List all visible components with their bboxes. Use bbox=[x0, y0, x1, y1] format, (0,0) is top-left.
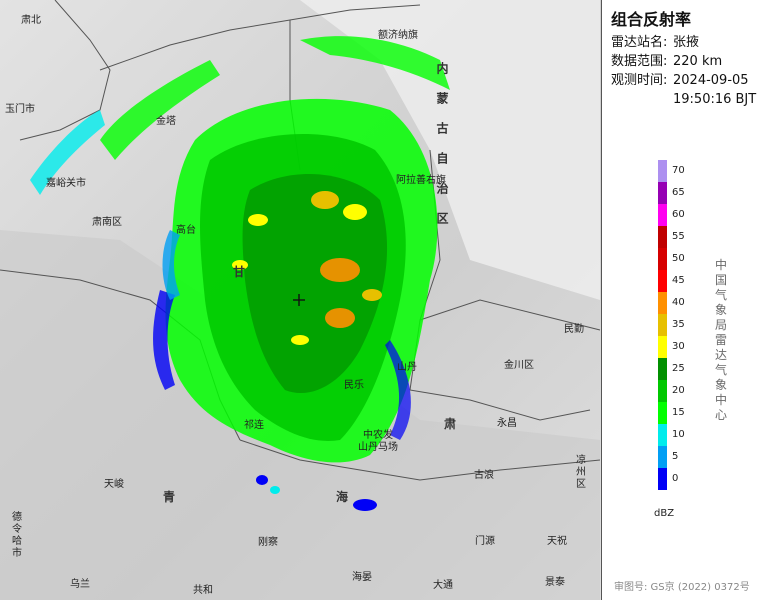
range-row: 数据范围: 220 km bbox=[611, 54, 722, 70]
legend-swatch bbox=[658, 292, 667, 314]
product-title: 组合反射率 bbox=[611, 10, 692, 29]
map-label-gaotai: 高台 bbox=[176, 225, 196, 236]
legend-unit: dBZ bbox=[654, 508, 675, 519]
approval-number: 审图号: GS京 (2022) 0372号 bbox=[614, 582, 750, 593]
legend-swatch bbox=[658, 446, 667, 468]
legend-tick: 50 bbox=[672, 253, 685, 264]
map-label-minle: 民乐 bbox=[344, 380, 364, 391]
legend-tick: 45 bbox=[672, 275, 685, 286]
map-label-gonghe: 共和 bbox=[193, 585, 213, 596]
legend-swatch bbox=[658, 380, 667, 402]
desert-area bbox=[300, 0, 600, 300]
map-label-gangcha: 刚察 bbox=[258, 537, 278, 548]
legend-swatch bbox=[658, 314, 667, 336]
legend-swatch bbox=[658, 182, 667, 204]
map-label-qilian: 祁连 bbox=[244, 420, 264, 431]
map-label-tianzhu: 天祝 bbox=[547, 536, 567, 547]
info-panel: 组合反射率 雷达站名: 张掖 数据范围: 220 km 观测时间: 2024-09-0… bbox=[601, 0, 757, 600]
map-label-delingha: 德令哈市 bbox=[12, 512, 22, 559]
map-label-qing: 青 bbox=[163, 490, 176, 504]
legend-tick: 60 bbox=[672, 209, 685, 220]
map-label-tianjun: 天峻 bbox=[104, 479, 124, 490]
map-label-gan: 甘 bbox=[233, 265, 246, 279]
map-label-hai: 海 bbox=[336, 490, 349, 504]
legend-tick: 5 bbox=[672, 451, 679, 462]
legend-tick: 25 bbox=[672, 363, 685, 374]
station-row: 雷达站名: 张掖 bbox=[611, 35, 699, 51]
map-label-minqin: 民勤 bbox=[564, 324, 584, 335]
map-label-jiayuguan: 嘉峪关市 bbox=[46, 178, 86, 189]
map-label-suzhou: 肃北 bbox=[21, 15, 41, 26]
legend-swatch bbox=[658, 468, 667, 490]
map-label-liangzhou: 凉州区 bbox=[576, 455, 586, 490]
legend-tick: 10 bbox=[672, 429, 685, 440]
map-label-haiyan: 海晏 bbox=[352, 572, 372, 583]
legend-swatch bbox=[658, 204, 667, 226]
radar-station-marker bbox=[293, 294, 305, 306]
map-label-shandanmachang: 中农发 山丹马场 bbox=[358, 430, 398, 453]
legend-tick: 70 bbox=[672, 165, 685, 176]
time-clock: 19:50:16 BJT bbox=[673, 92, 757, 107]
range-value: 220 km bbox=[673, 54, 723, 69]
legend-tick: 30 bbox=[672, 341, 685, 352]
map-label-jinta: 金塔 bbox=[156, 116, 176, 127]
radar-echo bbox=[30, 36, 450, 511]
time-date: 2024-09-05 bbox=[673, 73, 749, 88]
legend-swatch bbox=[658, 160, 667, 182]
map-label-yongchang: 永昌 bbox=[497, 418, 517, 429]
radar-map[interactable]: 肃北 额济纳旗 玉门市 金塔 嘉峪关市 阿拉善右旗 肃南区 高台 甘 民乐 山丹… bbox=[0, 0, 601, 600]
legend-tick: 65 bbox=[672, 187, 685, 198]
map-label-ejina: 额济纳旗 bbox=[378, 30, 418, 41]
agency-label: 中国气象局雷达气象中心 bbox=[715, 258, 728, 422]
legend-swatch bbox=[658, 402, 667, 424]
range-label: 数据范围: bbox=[611, 54, 668, 69]
map-label-menyuan: 门源 bbox=[475, 536, 495, 547]
map-label-ulan: 乌兰 bbox=[70, 579, 90, 590]
map-label-sunan: 肃南区 bbox=[92, 217, 122, 228]
map-label-gulang: 古浪 bbox=[474, 470, 494, 481]
map-label-su: 肃 bbox=[444, 417, 457, 431]
legend-swatch bbox=[658, 226, 667, 248]
legend-tick: 0 bbox=[672, 473, 679, 484]
legend-tick: 40 bbox=[672, 297, 685, 308]
map-label-jingtai: 景泰 bbox=[545, 577, 565, 588]
map-label-datong: 大通 bbox=[433, 580, 453, 591]
legend-tick: 15 bbox=[672, 407, 685, 418]
legend-swatch bbox=[658, 424, 667, 446]
legend-swatch bbox=[658, 270, 667, 292]
time-clock-row: 19:50:16 BJT bbox=[611, 92, 756, 108]
station-value: 张掖 bbox=[673, 35, 700, 50]
map-label-shandan: 山丹 bbox=[397, 362, 417, 373]
legend-tick: 55 bbox=[672, 231, 685, 242]
time-row: 观测时间: 2024-09-05 bbox=[611, 73, 749, 89]
legend-tick: 20 bbox=[672, 385, 685, 396]
color-legend: 0 5 10 15 20 25 30 35 40 45 50 55 60 65 70 bbox=[658, 160, 685, 490]
map-canvas bbox=[0, 0, 601, 600]
map-label-neimenggu: 内蒙古自治区 bbox=[435, 62, 449, 242]
legend-tick: 35 bbox=[672, 319, 685, 330]
station-label: 雷达站名: bbox=[611, 35, 668, 50]
legend-swatch bbox=[658, 248, 667, 270]
time-label: 观测时间: bbox=[611, 73, 668, 88]
map-label-alashan: 阿拉善右旗 bbox=[396, 175, 446, 186]
legend-swatch bbox=[658, 336, 667, 358]
legend-swatch bbox=[658, 358, 667, 380]
map-label-jinchuan: 金川区 bbox=[504, 360, 534, 371]
map-label-yumen: 玉门市 bbox=[5, 104, 35, 115]
